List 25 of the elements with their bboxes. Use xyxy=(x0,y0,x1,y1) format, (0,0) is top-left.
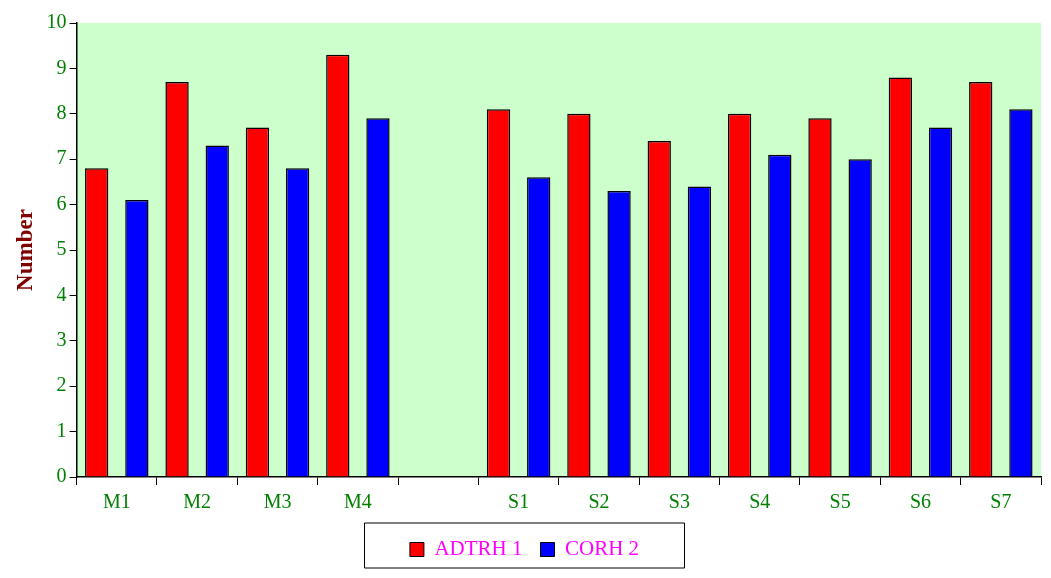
y-tick-label: 4 xyxy=(56,282,67,305)
x-tick-label: M4 xyxy=(343,490,372,513)
x-tick-label: M3 xyxy=(263,490,292,513)
y-tick-label: 1 xyxy=(56,418,67,441)
y-tick-label: 8 xyxy=(56,101,67,124)
legend-label: CORH 2 xyxy=(564,536,640,561)
x-tick-label: S2 xyxy=(588,490,610,513)
x-tick-label: S1 xyxy=(508,490,530,513)
x-tick-label: S4 xyxy=(749,490,771,513)
y-tick-label: 10 xyxy=(46,10,67,33)
y-tick-label: 6 xyxy=(56,191,67,214)
x-tick-label: S5 xyxy=(829,490,851,513)
y-tick-label: 5 xyxy=(56,237,67,260)
x-tick-label: M2 xyxy=(183,490,212,513)
x-tick-label: S6 xyxy=(909,490,932,513)
y-tick-label: 9 xyxy=(56,55,67,78)
y-tick-label: 0 xyxy=(56,464,67,487)
x-tick-label: M1 xyxy=(102,490,131,513)
legend-label: ADTRH 1 xyxy=(434,536,523,561)
x-tick-label: S7 xyxy=(990,490,1012,513)
y-axis-title: Number xyxy=(11,209,37,291)
y-tick-label: 2 xyxy=(56,373,67,396)
y-tick-label: 7 xyxy=(56,146,67,169)
y-tick-label: 3 xyxy=(56,328,67,351)
x-tick-label: S3 xyxy=(668,490,690,513)
